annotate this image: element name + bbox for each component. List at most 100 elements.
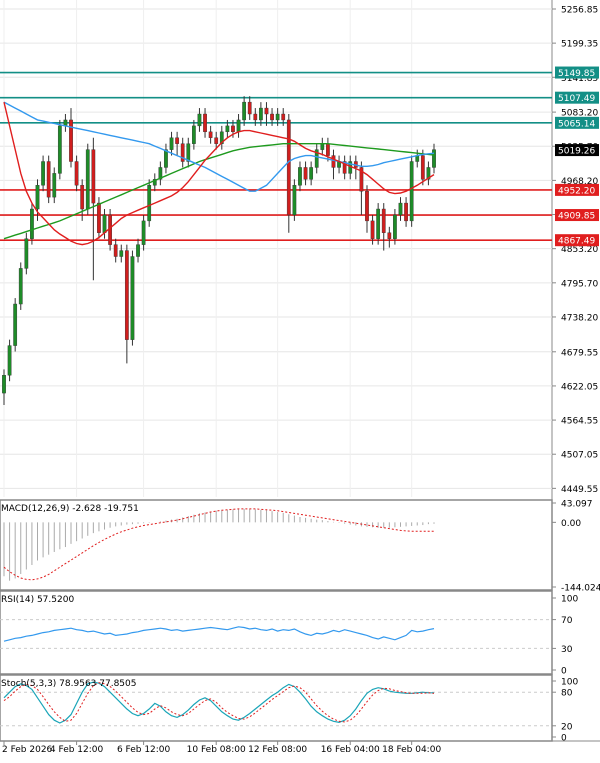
candle-body — [320, 143, 325, 150]
main-grid — [0, 0, 552, 497]
candle-body — [41, 161, 45, 186]
price-level-badge — [555, 183, 599, 196]
y-tick-label: 5199.35 — [561, 40, 598, 50]
candle-body — [203, 113, 207, 133]
candle-body — [35, 185, 40, 210]
price-level-badge — [555, 116, 599, 129]
candle-body — [326, 143, 330, 156]
y-tick-label: 4853.20 — [561, 245, 598, 255]
rsi-y-tick-label: 0 — [561, 667, 567, 677]
candle-body — [309, 167, 314, 180]
stoch-k-line — [3, 681, 434, 724]
rsi-y-tick-label: 70 — [561, 616, 573, 626]
y-tick-label: 4449.55 — [561, 485, 598, 495]
rsi-line — [3, 626, 435, 642]
candle-body — [398, 202, 403, 216]
candle-body — [259, 107, 263, 121]
price-level-badge — [555, 209, 599, 222]
candle-body — [130, 256, 135, 340]
y-tick-label: 5083.20 — [561, 109, 598, 119]
candle-body — [208, 131, 213, 138]
candle-body — [124, 250, 129, 340]
y-tick-label: 4679.55 — [561, 348, 598, 358]
price-level-label: 5107.49 — [558, 94, 595, 104]
candle-body — [426, 167, 431, 180]
candle-body — [69, 119, 73, 162]
price-level-badge — [555, 234, 599, 247]
candle-body — [175, 137, 179, 144]
x-tick-label: 18 Feb 04:00 — [382, 745, 441, 755]
y-tick-label: 4738.20 — [561, 313, 598, 323]
candle-body — [85, 149, 90, 210]
candle-body — [97, 202, 101, 233]
candle-body — [387, 232, 392, 239]
candle-body — [253, 113, 258, 121]
y-tick-label: 5141.85 — [561, 74, 598, 84]
candle-body — [74, 161, 79, 186]
candle-body — [164, 149, 168, 168]
candle-body — [376, 208, 381, 239]
candlesticks — [2, 96, 436, 405]
candle-body — [80, 185, 85, 210]
macd-panel: 43.097 0.00 -144.024 — [3, 500, 600, 594]
y-tick-label: 4795.70 — [561, 279, 598, 289]
candle-body — [242, 101, 247, 121]
price-level-label: 4952.20 — [558, 186, 595, 196]
x-tick-label: 2 Feb 2026 — [2, 745, 53, 755]
candle-body — [158, 167, 163, 180]
macd-y-tick-label: 0.00 — [561, 519, 581, 529]
candle-body — [314, 149, 319, 168]
candle-body — [370, 220, 375, 239]
candle-body — [381, 208, 386, 233]
rsi-label: RSI(14) 57.5200 — [1, 595, 74, 605]
candle-body — [7, 345, 12, 376]
candle-body — [52, 173, 57, 198]
candle-body — [270, 113, 274, 121]
candle-body — [113, 244, 118, 257]
candle-body — [46, 161, 51, 198]
candle-body — [30, 208, 34, 239]
candle-body — [219, 131, 224, 144]
candle-body — [264, 107, 269, 115]
candle-body — [365, 190, 369, 222]
candle-body — [186, 143, 191, 162]
macd-signal-line — [3, 508, 435, 581]
stoch-label: Stoch(5,3,3) 78.9563 77.8505 — [1, 679, 136, 689]
moving-average-green — [3, 142, 435, 240]
macd-y-tick-label: 43.097 — [561, 500, 593, 510]
candle-body — [13, 303, 18, 346]
candle-body — [57, 125, 62, 174]
rsi-panel-frame — [0, 590, 553, 675]
candle-body — [331, 155, 336, 168]
candle-body — [102, 214, 107, 233]
y-tick-label: 4622.05 — [561, 382, 598, 392]
candle-body — [420, 155, 425, 180]
candle-body — [214, 137, 219, 144]
candle-body — [404, 202, 408, 222]
candle-body — [2, 375, 6, 394]
candle-body — [197, 113, 202, 127]
price-level-label: 5149.85 — [558, 69, 595, 79]
candle-body — [18, 268, 23, 305]
candle-body — [247, 101, 252, 115]
candle-body — [141, 220, 146, 245]
price-level-label: 4909.85 — [558, 212, 595, 222]
candle-body — [24, 238, 29, 269]
candle-body — [119, 250, 124, 257]
y-tick-label: 4564.55 — [561, 417, 598, 427]
stoch-y-tick-label: 80 — [561, 689, 573, 699]
candle-body — [147, 185, 152, 222]
candle-body — [292, 185, 297, 216]
x-tick-label: 4 Feb 12:00 — [50, 745, 104, 755]
current-price-badge — [555, 144, 599, 157]
rsi-y-tick-label: 30 — [561, 645, 573, 655]
current-price-label: 5019.26 — [558, 147, 595, 157]
candle-body — [281, 113, 286, 121]
moving-average-red — [3, 101, 435, 246]
stoch-y-tick-label: 20 — [561, 722, 573, 732]
price-level-label: 5065.14 — [558, 119, 595, 129]
macd-label: MACD(12,26,9) -2.628 -19.751 — [1, 504, 139, 514]
y-tick-label: 4968.20 — [561, 177, 598, 187]
